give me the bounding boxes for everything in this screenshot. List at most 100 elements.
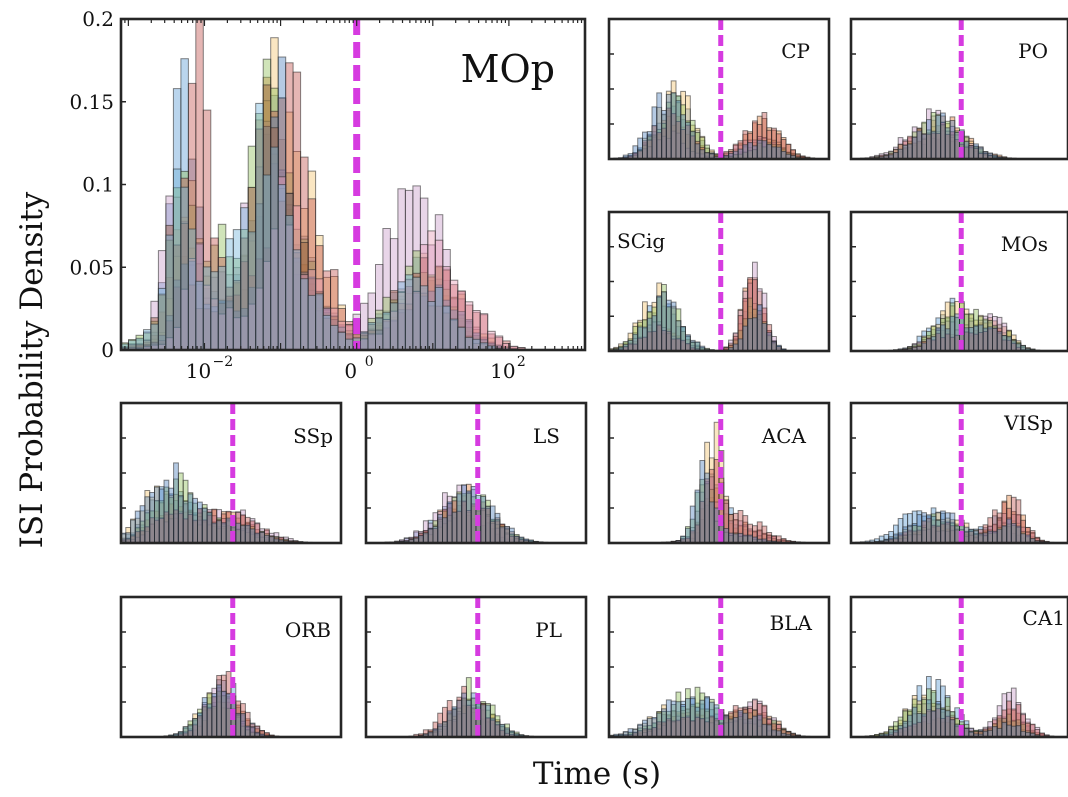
histogram-bar bbox=[968, 145, 975, 159]
histogram-bar bbox=[504, 526, 511, 543]
histogram-bar bbox=[451, 511, 458, 543]
histogram-bar bbox=[397, 281, 406, 350]
histogram-bar bbox=[632, 145, 639, 159]
histogram-bar bbox=[235, 712, 242, 737]
histogram-bar bbox=[963, 327, 970, 351]
histogram-bar bbox=[197, 501, 203, 543]
histogram-bar bbox=[661, 110, 667, 159]
y-tick-label: 0.2 bbox=[82, 7, 114, 31]
histogram-bar bbox=[216, 520, 222, 543]
histogram-bar bbox=[220, 522, 227, 543]
histogram-bar bbox=[457, 326, 466, 350]
histogram-bar bbox=[689, 505, 696, 543]
histogram-bar bbox=[944, 127, 951, 159]
histogram-bar bbox=[211, 522, 218, 543]
histogram-bar bbox=[728, 718, 734, 737]
histogram-bar bbox=[651, 717, 658, 737]
y-tick-label: 0.1 bbox=[82, 173, 114, 197]
histogram-bar bbox=[232, 229, 242, 350]
histogram-bar bbox=[685, 527, 691, 543]
histogram-bar bbox=[1001, 722, 1008, 737]
histogram-bar bbox=[404, 274, 414, 350]
histogram-bar bbox=[211, 693, 218, 737]
histogram-bar bbox=[437, 723, 444, 737]
x-tick-label: 10 bbox=[186, 359, 211, 383]
histogram-bar bbox=[911, 706, 918, 737]
histogram-bar bbox=[165, 234, 174, 350]
histogram-bar bbox=[771, 146, 777, 159]
histogram-bar bbox=[689, 698, 696, 737]
histogram-bar bbox=[456, 493, 463, 543]
histogram-bar bbox=[916, 514, 923, 543]
histogram-bar bbox=[480, 704, 487, 737]
histogram-bar bbox=[656, 295, 663, 351]
histogram-bar bbox=[456, 699, 463, 737]
histogram-bar bbox=[940, 112, 946, 159]
histogram-bar bbox=[940, 510, 946, 543]
panel-bla: BLA bbox=[607, 595, 831, 739]
histogram-bar bbox=[987, 326, 993, 351]
histogram-bar bbox=[135, 337, 144, 350]
histogram-bar bbox=[419, 285, 429, 350]
histogram-bar bbox=[646, 717, 653, 737]
histogram-bar bbox=[893, 533, 899, 543]
histogram-bar bbox=[177, 495, 184, 543]
x-tick-exponent: 2 bbox=[517, 354, 526, 370]
x-tick-label: 10 bbox=[490, 359, 515, 383]
histogram-bar bbox=[427, 527, 434, 543]
histogram-bar bbox=[206, 512, 213, 543]
y-tick-label: 0.15 bbox=[69, 90, 114, 114]
histogram-bar bbox=[637, 137, 644, 159]
histogram-bar bbox=[935, 701, 942, 737]
histogram-bar bbox=[685, 334, 691, 351]
histogram-bar bbox=[277, 184, 287, 350]
histogram-bar bbox=[926, 514, 932, 543]
histogram-bar bbox=[761, 322, 768, 351]
histogram-bar bbox=[360, 331, 369, 350]
histogram-bar bbox=[1010, 339, 1017, 351]
histogram-bar bbox=[752, 317, 758, 351]
region-label-aca: ACA bbox=[761, 424, 807, 448]
histogram-bar bbox=[665, 699, 672, 737]
histogram-bar bbox=[1010, 725, 1017, 737]
histogram-bar bbox=[756, 139, 763, 159]
histogram-bars bbox=[613, 80, 816, 159]
region-label-cp: CP bbox=[781, 39, 810, 63]
y-axis-label: ISI Probability Density bbox=[14, 191, 50, 548]
histogram-bar bbox=[661, 291, 667, 351]
histogram-bar bbox=[699, 345, 706, 351]
histogram-bar bbox=[465, 490, 472, 543]
histogram-bar bbox=[128, 340, 137, 350]
histogram-bars bbox=[859, 108, 1017, 159]
histogram-bar bbox=[285, 215, 294, 350]
histogram-bar bbox=[172, 168, 182, 350]
histogram-bar bbox=[921, 133, 927, 159]
histogram-bar bbox=[180, 186, 189, 350]
histogram-bar bbox=[1015, 725, 1022, 737]
region-label-orb: ORB bbox=[285, 618, 331, 642]
region-label-scig: SCig bbox=[617, 229, 665, 253]
histogram-bar bbox=[670, 301, 677, 351]
histogram-bar bbox=[144, 496, 151, 543]
histogram-bar bbox=[996, 528, 1003, 543]
histogram-bar bbox=[130, 519, 136, 543]
histogram-bar bbox=[244, 725, 251, 737]
histogram-bar bbox=[201, 697, 208, 737]
panel-ca1: CA1 bbox=[849, 595, 1068, 739]
panel-orb: ORB bbox=[119, 595, 343, 739]
histogram-bar bbox=[322, 314, 332, 350]
histogram-bar bbox=[220, 690, 227, 737]
region-label-ssp: SSp bbox=[293, 424, 333, 448]
histogram-bar bbox=[897, 532, 904, 543]
panel-ls: LS bbox=[364, 401, 588, 545]
histogram-bar bbox=[651, 315, 658, 351]
histogram-bar bbox=[427, 301, 436, 350]
histogram-bars bbox=[408, 677, 534, 737]
histogram-bar bbox=[661, 708, 667, 737]
histogram-bar bbox=[158, 488, 165, 543]
histogram-bar bbox=[982, 532, 989, 543]
histogram-bar bbox=[646, 317, 653, 351]
panel-pl: PL bbox=[364, 595, 588, 739]
histogram-bar bbox=[921, 512, 927, 543]
